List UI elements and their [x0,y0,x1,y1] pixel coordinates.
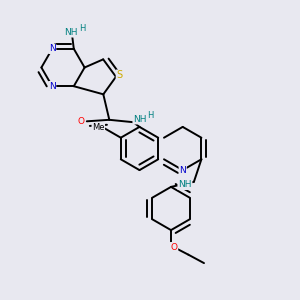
Text: NH: NH [64,28,77,37]
Text: N: N [179,166,186,175]
Text: Me: Me [92,123,104,132]
Text: NH: NH [178,180,192,189]
Text: H: H [79,24,86,33]
Text: N: N [49,44,56,53]
Text: NH: NH [133,115,147,124]
Text: S: S [116,70,123,80]
Text: H: H [147,111,153,120]
Text: N: N [49,82,56,91]
Text: O: O [77,117,84,126]
Text: O: O [170,243,178,252]
